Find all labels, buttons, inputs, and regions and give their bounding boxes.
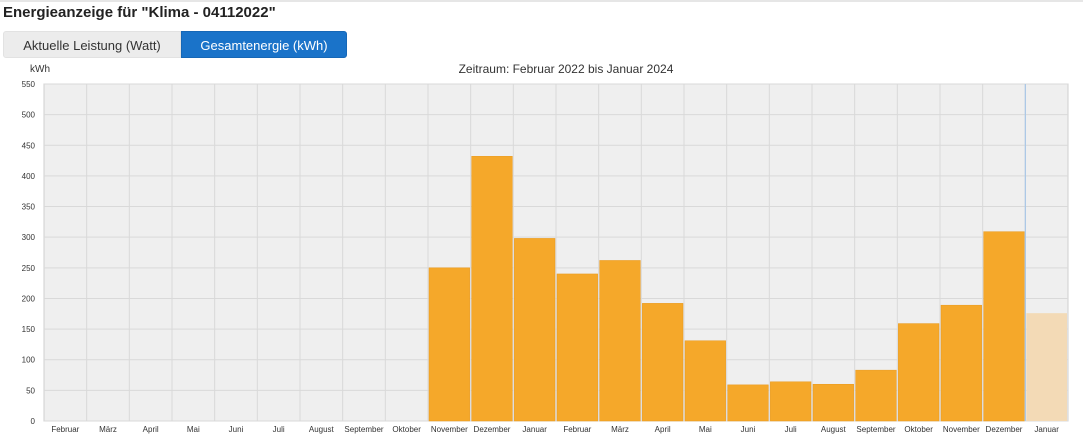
x-tick-label: Mai	[187, 425, 200, 434]
x-tick-label: März	[611, 425, 629, 434]
x-axis-labels: Februar März April Mai Juni Juli August Septemb…	[51, 425, 1059, 434]
x-tick-label: Juni	[229, 425, 244, 434]
y-tick-label: 500	[22, 111, 36, 120]
x-tick-label: Juli	[273, 425, 285, 434]
tab-current-power[interactable]: Aktuelle Leistung (Watt)	[3, 31, 181, 58]
x-tick-label: Dezember	[474, 425, 511, 434]
y-tick-label: 200	[22, 294, 36, 303]
x-tick-label: Februar	[51, 425, 79, 434]
x-tick-label: August	[309, 425, 335, 434]
x-tick-label: April	[143, 425, 159, 434]
x-tick-label: Januar	[1034, 425, 1059, 434]
bar[interactable]	[1026, 313, 1067, 421]
y-tick-label: 550	[22, 80, 36, 89]
bar[interactable]	[642, 303, 684, 422]
y-tick-label: 150	[22, 325, 36, 334]
page-title: Energieanzeige für "Klima - 04112022"	[3, 4, 276, 21]
x-tick-label: Januar	[522, 425, 547, 434]
bar[interactable]	[684, 340, 726, 422]
y-tick-label: 350	[22, 203, 36, 212]
x-tick-label: September	[344, 425, 383, 434]
x-tick-label: Februar	[563, 425, 591, 434]
bars	[428, 156, 1067, 422]
bar[interactable]	[514, 238, 556, 422]
bar[interactable]	[428, 267, 470, 422]
y-tick-label: 300	[22, 233, 36, 242]
grid	[44, 83, 1068, 422]
top-divider	[0, 0, 1083, 2]
bar[interactable]	[983, 231, 1025, 422]
x-tick-label: November	[431, 425, 468, 434]
x-tick-label: April	[655, 425, 671, 434]
y-tick-label: 250	[22, 264, 36, 273]
y-tick-label: 100	[22, 356, 36, 365]
bar[interactable]	[855, 369, 897, 422]
bar[interactable]	[556, 273, 598, 422]
bar[interactable]	[812, 383, 854, 422]
y-tick-label: 50	[26, 386, 35, 395]
x-tick-label: Juni	[741, 425, 756, 434]
x-tick-label: Dezember	[986, 425, 1023, 434]
x-tick-label: Mai	[699, 425, 712, 434]
bar[interactable]	[727, 384, 769, 422]
x-tick-label: August	[821, 425, 847, 434]
x-tick-label: November	[943, 425, 980, 434]
y-axis-unit: kWh	[30, 64, 50, 75]
x-tick-label: März	[99, 425, 117, 434]
x-tick-label: Juli	[785, 425, 797, 434]
tab-total-energy[interactable]: Gesamtenergie (kWh)	[181, 31, 347, 58]
bar[interactable]	[770, 381, 812, 422]
bar[interactable]	[599, 260, 641, 422]
bar[interactable]	[898, 323, 940, 422]
x-tick-label: September	[856, 425, 895, 434]
chart-title: Zeitraum: Februar 2022 bis Januar 2024	[459, 62, 674, 76]
bar[interactable]	[940, 304, 982, 422]
bar[interactable]	[471, 156, 513, 422]
x-tick-label: Oktober	[904, 425, 933, 434]
y-tick-label: 0	[31, 417, 36, 426]
x-tick-label: Oktober	[392, 425, 421, 434]
y-tick-label: 450	[22, 141, 36, 150]
y-tick-label: 400	[22, 172, 36, 181]
tab-bar: Aktuelle Leistung (Watt) Gesamtenergie (…	[3, 31, 347, 58]
y-axis-labels: 0 50 100 150 200 250 300 350 400 450 500 550	[22, 80, 36, 426]
